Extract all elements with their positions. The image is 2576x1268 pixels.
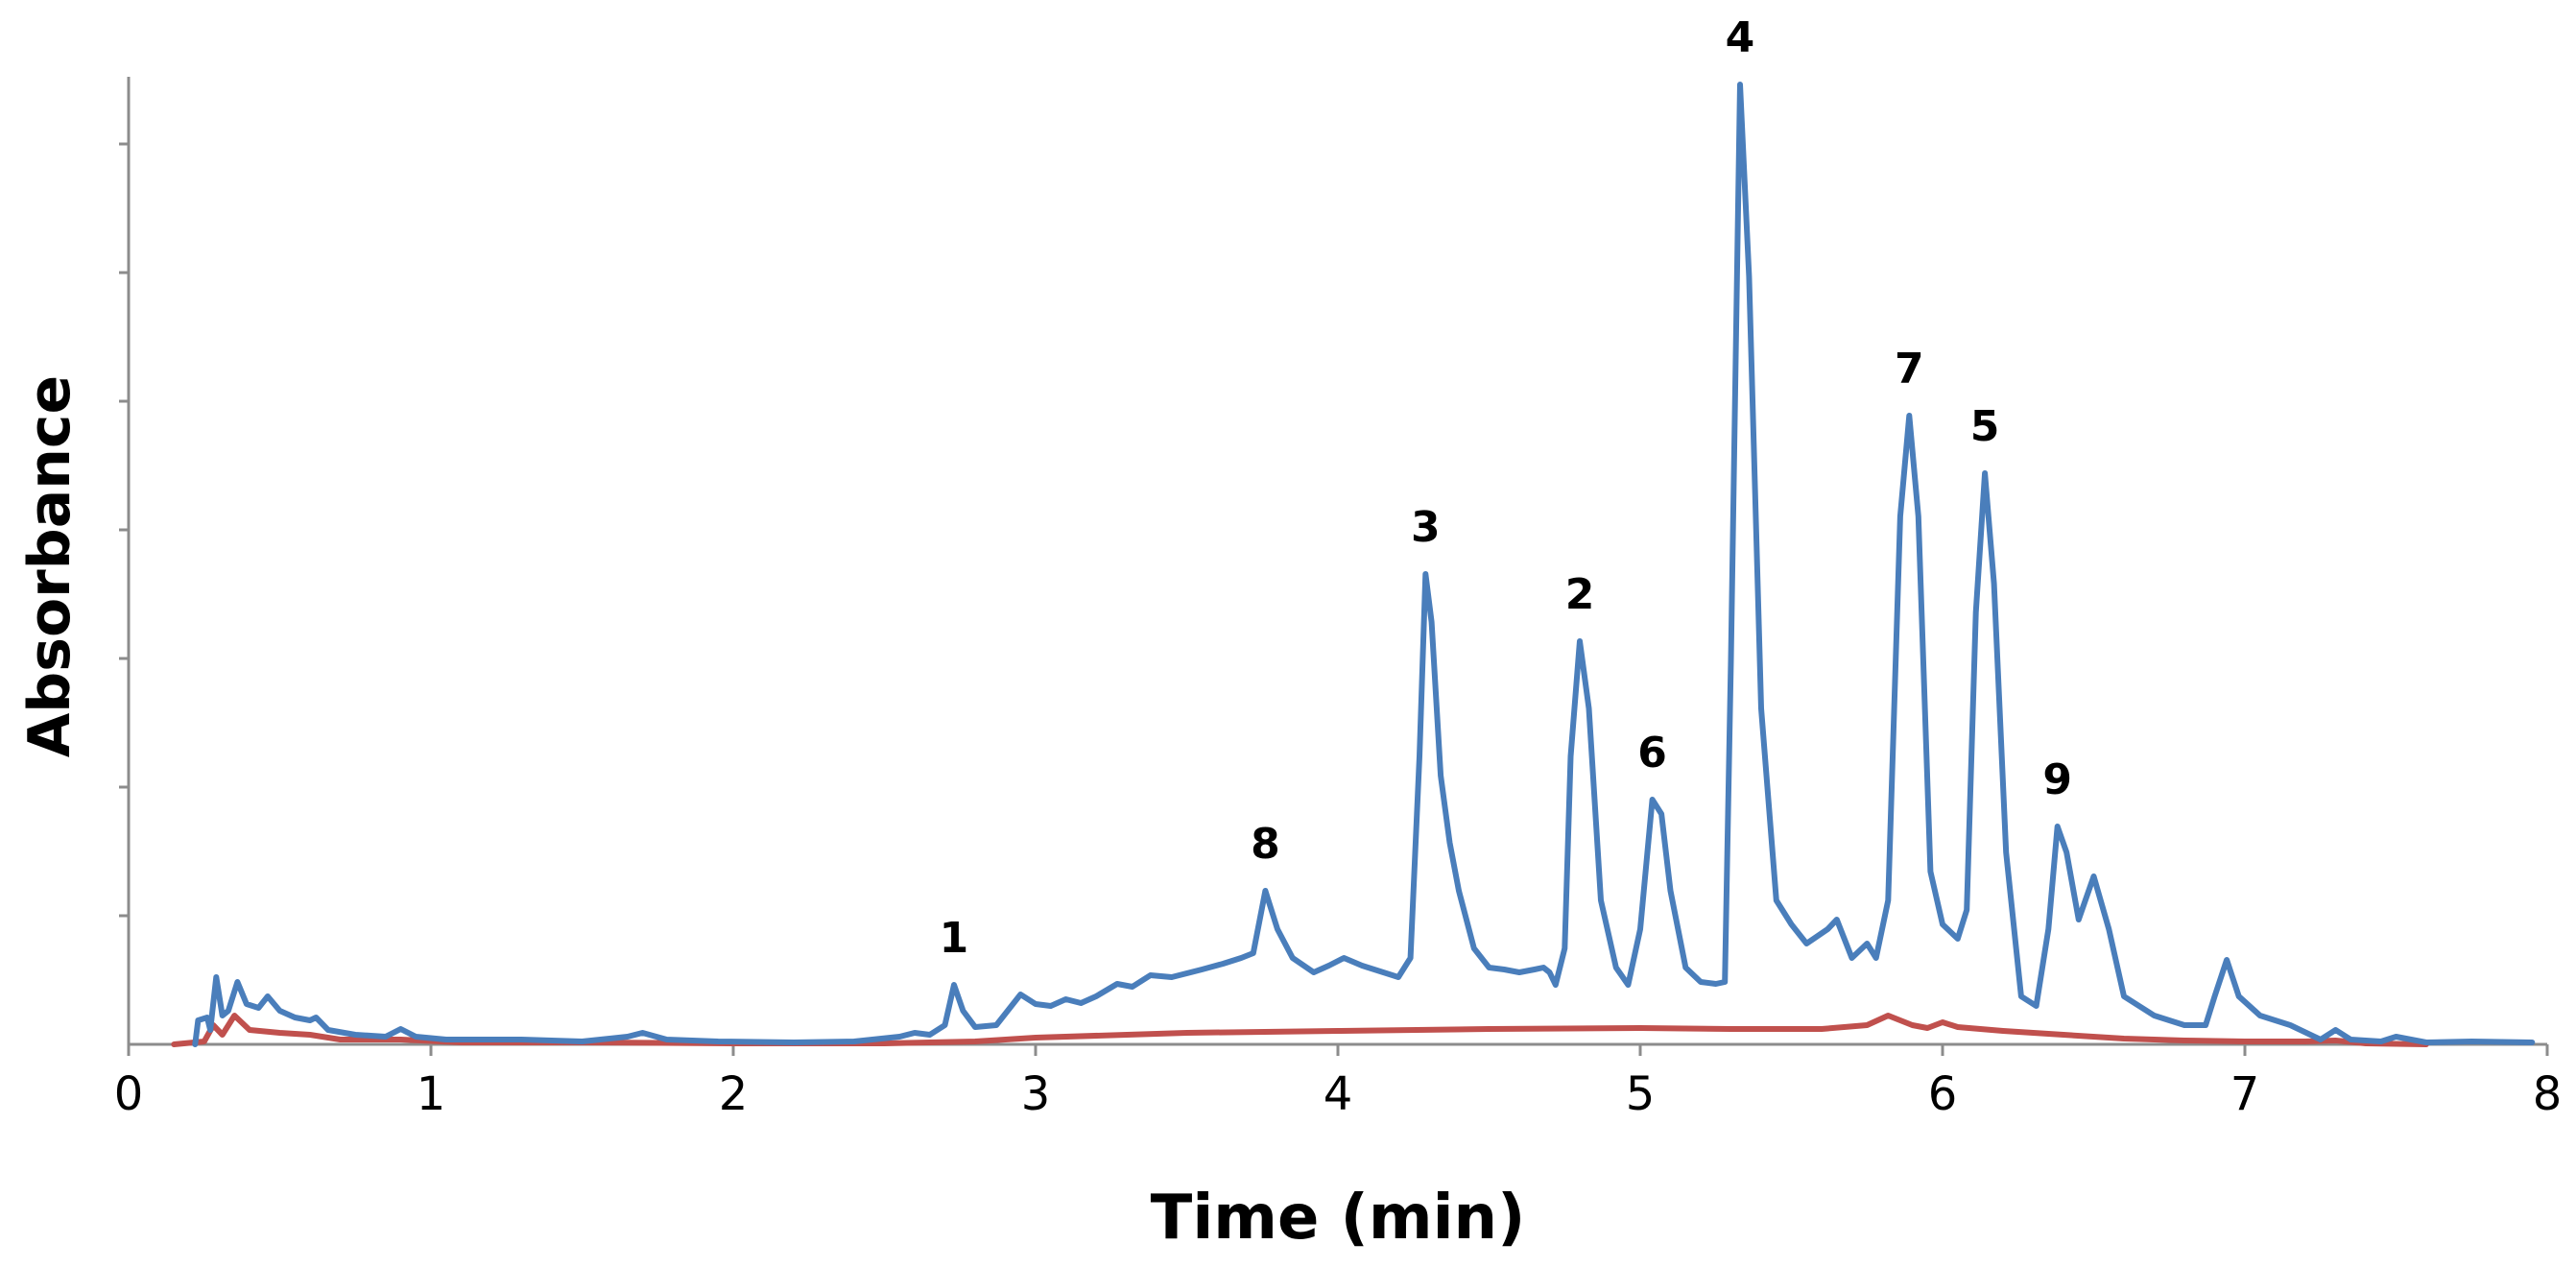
peak-label: 1 bbox=[940, 914, 969, 963]
peak-label: 7 bbox=[1895, 345, 1924, 394]
peak-labels: 1 8 3 2 6 4 75 9 bbox=[940, 13, 2072, 963]
peak-label: 4 bbox=[1726, 13, 1755, 62]
y-axis-ticks bbox=[119, 142, 129, 918]
x-tick-label: 2 bbox=[719, 1067, 749, 1121]
peak-label: 6 bbox=[1637, 729, 1667, 778]
x-tick-label: 7 bbox=[2230, 1067, 2260, 1121]
peak-label: 9 bbox=[2042, 755, 2072, 804]
peak-label: 5 bbox=[1970, 402, 2000, 451]
x-tick-label: 1 bbox=[417, 1067, 446, 1121]
x-axis-title: Time (min) bbox=[1151, 1183, 1526, 1254]
series-line-red bbox=[171, 1013, 2429, 1047]
y-axis-title: Absorbance bbox=[16, 375, 83, 757]
x-tick-label: 3 bbox=[1021, 1067, 1051, 1121]
x-tick-label: 6 bbox=[1928, 1067, 1958, 1121]
peak-label: 8 bbox=[1251, 820, 1280, 869]
series-line-blue bbox=[192, 82, 2536, 1047]
x-axis-ticks: 0 1 2 3 4 5 6 7 8 bbox=[114, 1044, 2563, 1121]
x-tick-label: 0 bbox=[114, 1067, 144, 1121]
series-layer bbox=[171, 82, 2536, 1047]
peak-label: 3 bbox=[1411, 503, 1441, 552]
chart-axes bbox=[127, 77, 2547, 1046]
x-tick-label: 5 bbox=[1626, 1067, 1656, 1121]
x-tick-label: 4 bbox=[1324, 1067, 1353, 1121]
peak-label: 2 bbox=[1565, 570, 1595, 619]
x-tick-label: 8 bbox=[2533, 1067, 2563, 1121]
